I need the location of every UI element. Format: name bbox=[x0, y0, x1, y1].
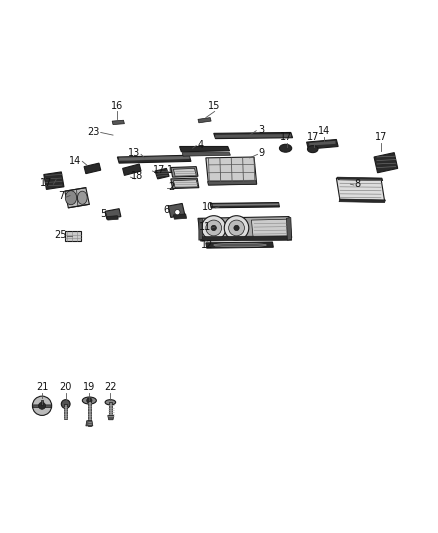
Polygon shape bbox=[214, 133, 293, 139]
Polygon shape bbox=[309, 141, 336, 146]
Text: 12: 12 bbox=[201, 240, 214, 251]
Polygon shape bbox=[86, 421, 93, 426]
Polygon shape bbox=[200, 236, 292, 241]
Ellipse shape bbox=[65, 191, 77, 205]
Polygon shape bbox=[198, 216, 292, 239]
Circle shape bbox=[201, 216, 226, 240]
Polygon shape bbox=[251, 219, 289, 238]
Polygon shape bbox=[206, 157, 257, 185]
Polygon shape bbox=[168, 204, 185, 217]
Polygon shape bbox=[65, 188, 89, 208]
Bar bbox=[64, 404, 67, 419]
Ellipse shape bbox=[82, 397, 96, 404]
Text: 19: 19 bbox=[83, 382, 95, 392]
Text: 5: 5 bbox=[101, 209, 107, 219]
Polygon shape bbox=[123, 164, 141, 175]
Polygon shape bbox=[206, 242, 273, 248]
Text: 25: 25 bbox=[54, 230, 67, 240]
Circle shape bbox=[39, 402, 46, 409]
Circle shape bbox=[206, 220, 222, 236]
Text: 17: 17 bbox=[153, 165, 166, 175]
Polygon shape bbox=[180, 147, 230, 152]
Text: 13: 13 bbox=[128, 149, 140, 158]
Ellipse shape bbox=[214, 243, 266, 247]
Text: 4: 4 bbox=[197, 140, 203, 150]
Text: 22: 22 bbox=[104, 382, 117, 392]
Polygon shape bbox=[173, 168, 196, 176]
Polygon shape bbox=[32, 405, 52, 408]
Polygon shape bbox=[198, 118, 211, 123]
Bar bbox=[41, 400, 43, 405]
Polygon shape bbox=[105, 209, 121, 219]
Polygon shape bbox=[339, 199, 385, 203]
Bar bbox=[109, 402, 112, 418]
Polygon shape bbox=[44, 172, 64, 189]
Polygon shape bbox=[84, 163, 101, 174]
Text: 16: 16 bbox=[111, 101, 124, 110]
Bar bbox=[65, 231, 81, 241]
Text: 17: 17 bbox=[280, 132, 293, 142]
Polygon shape bbox=[307, 140, 338, 149]
Text: 11: 11 bbox=[199, 222, 211, 232]
Polygon shape bbox=[173, 214, 187, 219]
Text: 2: 2 bbox=[168, 182, 174, 192]
Text: 3: 3 bbox=[258, 125, 265, 135]
Text: 21: 21 bbox=[36, 382, 48, 392]
Polygon shape bbox=[171, 178, 199, 189]
Circle shape bbox=[175, 209, 180, 215]
Circle shape bbox=[211, 225, 216, 231]
Text: 6: 6 bbox=[164, 205, 170, 215]
Text: 23: 23 bbox=[88, 127, 100, 136]
Bar bbox=[88, 400, 91, 426]
Polygon shape bbox=[155, 168, 169, 179]
Polygon shape bbox=[374, 152, 398, 173]
Ellipse shape bbox=[105, 400, 116, 405]
Polygon shape bbox=[182, 152, 230, 156]
Text: 9: 9 bbox=[258, 149, 265, 158]
Circle shape bbox=[224, 216, 249, 240]
Circle shape bbox=[61, 400, 70, 408]
Text: 18: 18 bbox=[131, 171, 144, 181]
Polygon shape bbox=[336, 178, 385, 201]
Circle shape bbox=[32, 396, 52, 415]
Text: 20: 20 bbox=[60, 382, 72, 392]
Polygon shape bbox=[208, 181, 257, 185]
Polygon shape bbox=[210, 203, 279, 208]
Polygon shape bbox=[173, 180, 198, 188]
Polygon shape bbox=[108, 415, 114, 420]
Ellipse shape bbox=[279, 144, 292, 152]
Text: 8: 8 bbox=[355, 179, 361, 189]
Polygon shape bbox=[117, 155, 191, 163]
Text: 17: 17 bbox=[307, 132, 320, 142]
Circle shape bbox=[87, 398, 92, 403]
Text: 17: 17 bbox=[40, 178, 53, 188]
Text: 7: 7 bbox=[59, 191, 65, 201]
Text: 17: 17 bbox=[375, 132, 387, 142]
Polygon shape bbox=[171, 167, 198, 177]
Polygon shape bbox=[286, 217, 292, 240]
Ellipse shape bbox=[307, 146, 318, 152]
Polygon shape bbox=[337, 177, 383, 181]
Text: 14: 14 bbox=[69, 156, 81, 166]
Circle shape bbox=[234, 225, 239, 231]
Polygon shape bbox=[107, 216, 118, 220]
Polygon shape bbox=[211, 204, 279, 206]
Circle shape bbox=[229, 220, 244, 236]
Text: 14: 14 bbox=[318, 126, 330, 136]
Polygon shape bbox=[215, 134, 291, 138]
Ellipse shape bbox=[78, 191, 87, 204]
Polygon shape bbox=[119, 156, 189, 160]
Text: 10: 10 bbox=[202, 202, 215, 212]
Polygon shape bbox=[199, 219, 202, 240]
Text: 1: 1 bbox=[167, 165, 173, 175]
Polygon shape bbox=[112, 120, 124, 125]
Text: 15: 15 bbox=[208, 101, 221, 110]
